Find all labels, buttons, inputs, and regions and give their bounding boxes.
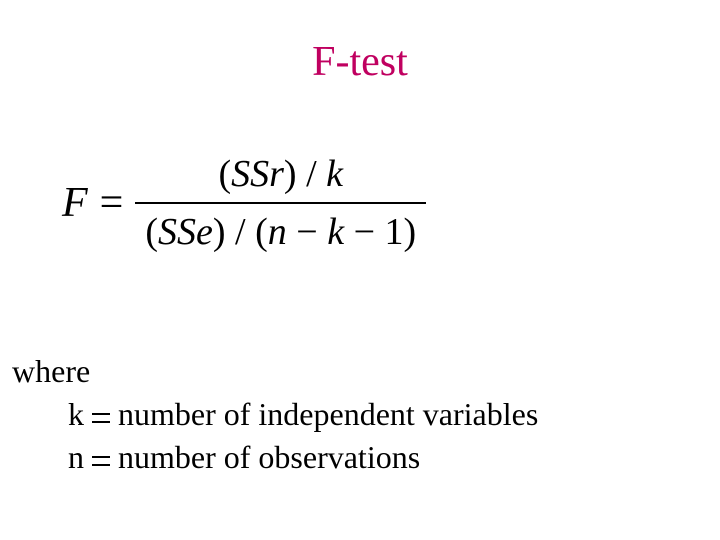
def-n-text: number of observations [118,439,420,475]
minus: − [287,211,327,253]
def-k: k number of independent variables [68,393,538,436]
paren-open: ( [218,153,231,195]
def-k-text: number of independent variables [118,396,538,432]
formula-denominator: (SSe) / (n − k − 1) [135,208,426,256]
ssr: SSr [231,153,284,195]
formula-lhs: F [62,179,88,227]
page-title: F-test [0,38,720,86]
def-n: n number of observations [68,436,538,479]
formula-numerator: (SSr) / k [208,150,353,198]
definitions: k number of independent variables n numb… [68,393,538,479]
paren-open: ( [145,211,158,253]
def-n-sym: n [68,439,84,475]
slash-open: / ( [226,211,268,253]
formula-fraction: (SSr) / k (SSe) / (n − k − 1) [135,150,426,256]
paren-close: ) [284,153,297,195]
var-k: k [327,211,344,253]
equals-sign: = [100,179,124,227]
where-label: where [12,350,538,393]
minus-close: − 1) [344,211,416,253]
f-statistic-formula: F = (SSr) / k (SSe) / (n − k − 1) [62,150,426,256]
def-k-sym: k [68,396,84,432]
fraction-bar [135,202,426,204]
paren-close: ) [213,211,226,253]
slash: / [297,153,327,195]
var-k: k [326,153,343,195]
var-n: n [268,211,287,253]
sse: SSe [158,211,213,253]
where-block: where k number of independent variables … [12,350,538,480]
